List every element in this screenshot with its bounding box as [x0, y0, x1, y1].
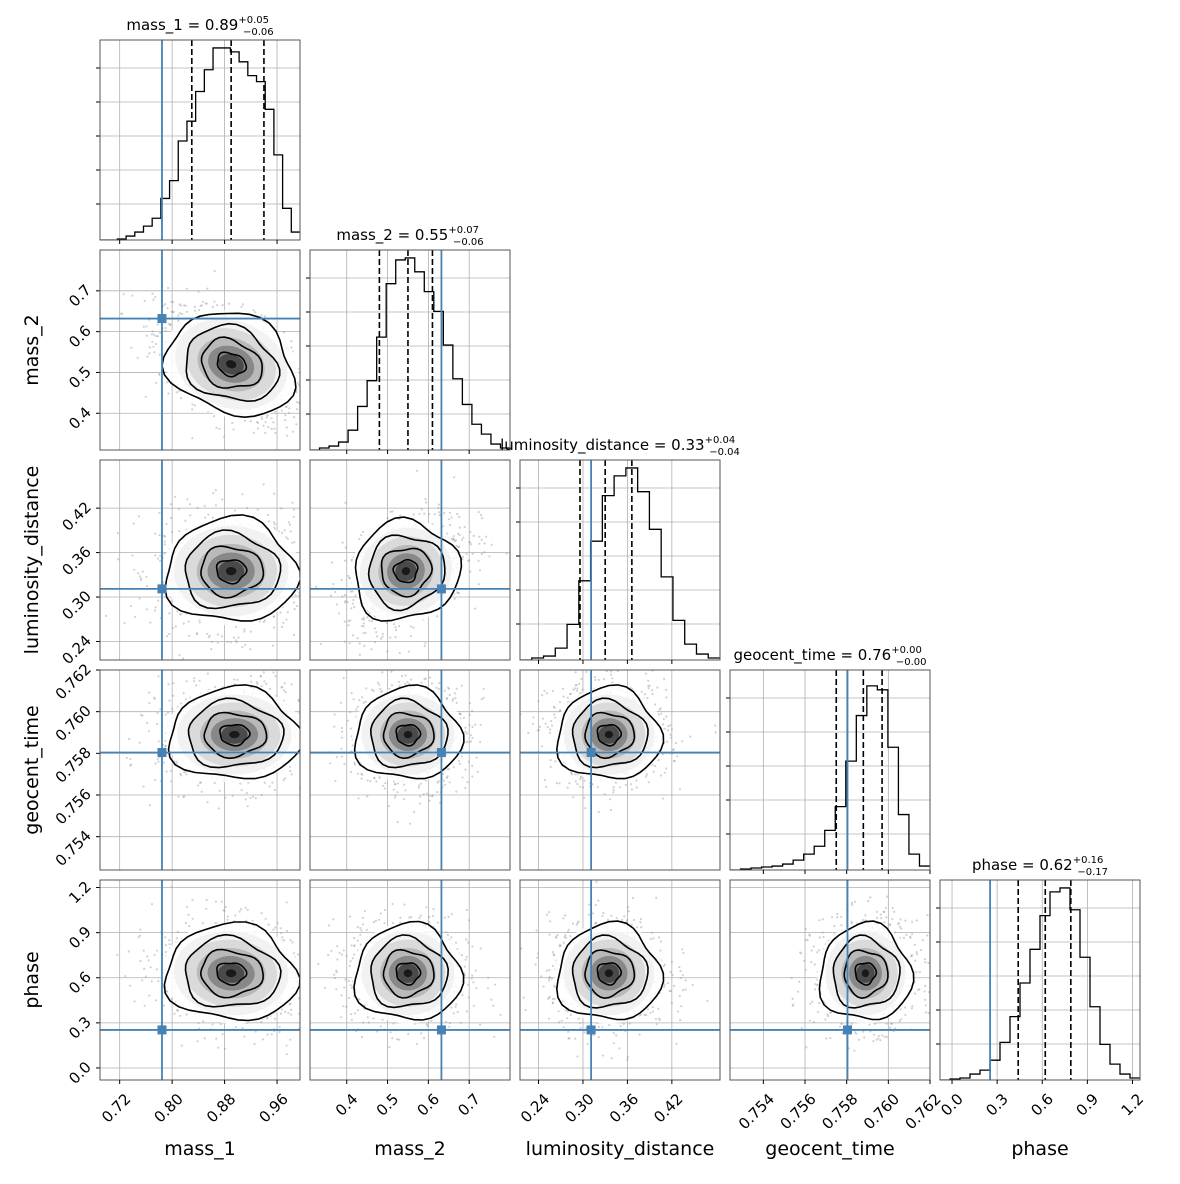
x-tick-label: 0.762 — [902, 1090, 945, 1133]
x-axis-label-luminosity_distance: luminosity_distance — [526, 1138, 715, 1160]
x-tick-label: 0.42 — [650, 1090, 686, 1126]
x-tick-label: 0.80 — [151, 1090, 187, 1126]
x-tick-label: 0.6 — [414, 1090, 444, 1120]
y-tick-label: 0.4 — [65, 403, 95, 433]
histogram-panel-luminosity_distance: luminosity_distance = 0.33+0.04−0.04 — [500, 435, 740, 664]
x-axis-label-mass_2: mass_2 — [374, 1138, 446, 1160]
truth-marker — [157, 748, 166, 757]
y-tick-label: 0.758 — [52, 743, 95, 786]
y-axis-label-geocent_time: geocent_time — [21, 705, 43, 834]
x-tick-label: 0.7 — [454, 1090, 484, 1120]
x-tick-label: 0.9 — [1073, 1090, 1103, 1120]
x-axis-label-phase: phase — [1011, 1138, 1068, 1160]
panel-frame — [310, 250, 510, 450]
histogram-panel-mass_2: mass_2 = 0.55+0.07−0.06 — [306, 225, 510, 454]
y-tick-label: 0.42 — [58, 498, 94, 534]
y-tick-label: 0.6 — [65, 322, 95, 352]
truth-marker — [587, 748, 596, 757]
panel-frame — [520, 460, 720, 660]
density-level-6 — [229, 731, 239, 738]
y-tick-label: 0.754 — [52, 827, 95, 870]
histogram-panel-phase: phase = 0.62+0.16−0.17 0.0 0.3 0.6 0.9 1.2 — [936, 855, 1147, 1120]
histogram-panel-mass_1: mass_1 = 0.89+0.05−0.06 — [96, 15, 300, 244]
density-level-6 — [605, 969, 613, 977]
x-tick-label: 0.24 — [517, 1090, 553, 1126]
scatter-panel-mass_1-vs-phase: 0.0 0.3 0.6 0.9 1.2 0.72 0.80 0.88 0.96 — [65, 860, 357, 1127]
scatter-panel-mass_2-vs-luminosity_distance — [302, 460, 510, 667]
x-tick-label: 1.2 — [1118, 1090, 1148, 1120]
panel-title-geocent_time: geocent_time = 0.76+0.00−0.00 — [734, 645, 927, 668]
y-tick-label: 0.756 — [52, 785, 95, 828]
truth-marker — [437, 748, 446, 757]
x-axis-label-geocent_time: geocent_time — [765, 1138, 894, 1160]
x-tick-label: 0.760 — [860, 1090, 903, 1133]
x-tick-label: 0.0 — [937, 1090, 967, 1120]
density-level-6 — [862, 969, 869, 977]
scatter-panel-mass_2-vs-phase: 0.4 0.5 0.6 0.7 — [304, 880, 510, 1120]
y-tick-label: 0.3 — [65, 1013, 95, 1043]
histogram-step-luminosity_distance — [520, 468, 720, 660]
x-tick-label: 0.36 — [606, 1090, 642, 1126]
y-tick-label: 1.2 — [65, 878, 95, 908]
truth-marker — [157, 314, 166, 323]
density-level-6 — [605, 731, 613, 738]
histogram-step-phase — [940, 888, 1140, 1080]
x-tick-label: 0.4 — [332, 1090, 362, 1120]
panel-title-mass_2: mass_2 = 0.55+0.07−0.06 — [336, 225, 483, 248]
truth-marker — [587, 1025, 596, 1034]
histogram-step-mass_1 — [100, 48, 300, 240]
panel-frame — [730, 670, 930, 870]
panel-title-mass_1: mass_1 = 0.89+0.05−0.06 — [126, 15, 273, 38]
x-tick-label: 0.30 — [561, 1090, 597, 1126]
panel-title-luminosity_distance: luminosity_distance = 0.33+0.04−0.04 — [500, 435, 740, 458]
panel-title-phase: phase = 0.62+0.16−0.17 — [972, 855, 1108, 878]
y-tick-label: 0.9 — [65, 923, 95, 953]
x-tick-label: 0.96 — [255, 1090, 291, 1126]
truth-marker — [437, 1025, 446, 1034]
x-tick-label: 0.3 — [982, 1090, 1012, 1120]
x-tick-label: 0.88 — [203, 1090, 239, 1126]
truth-marker — [157, 584, 166, 593]
y-axis-label-mass_2: mass_2 — [21, 314, 43, 386]
histogram-panel-geocent_time: geocent_time = 0.76+0.00−0.00 — [726, 645, 930, 874]
y-tick-label: 0.6 — [65, 968, 95, 998]
scatter-panel-mass_1-vs-luminosity_distance: 0.24 0.30 0.36 0.42 — [58, 460, 344, 668]
y-tick-label: 0.36 — [58, 543, 94, 579]
x-tick-label: 0.756 — [777, 1090, 820, 1133]
x-tick-label: 0.6 — [1027, 1090, 1057, 1120]
histogram-step-mass_2 — [310, 258, 510, 450]
y-tick-label: 0.30 — [58, 587, 94, 623]
histogram-step-geocent_time — [730, 686, 930, 870]
panel-frame — [100, 40, 300, 240]
scatter-panel-mass_2-vs-geocent_time — [310, 654, 510, 871]
scatter-panel-mass_1-vs-mass_2: 0.4 0.5 0.6 0.7 — [65, 250, 351, 467]
x-tick-label: 0.5 — [373, 1090, 403, 1120]
truth-marker — [437, 584, 446, 593]
scatter-panel-luminosity_distance-vs-geocent_time — [515, 646, 720, 870]
y-tick-label: 0.0 — [65, 1058, 95, 1088]
truth-marker — [157, 1025, 166, 1034]
y-tick-label: 0.760 — [52, 702, 95, 745]
y-tick-label: 0.5 — [65, 363, 95, 393]
x-axis-label-mass_1: mass_1 — [164, 1138, 236, 1160]
density-level-6 — [226, 567, 236, 575]
y-axis-label-luminosity_distance: luminosity_distance — [21, 466, 43, 655]
x-tick-label: 0.754 — [735, 1090, 778, 1133]
x-tick-label: 0.758 — [818, 1090, 861, 1133]
y-tick-label: 0.24 — [58, 632, 94, 668]
truth-marker — [843, 1025, 852, 1034]
y-tick-label: 0.762 — [52, 660, 95, 703]
x-tick-label: 0.72 — [98, 1090, 134, 1126]
y-tick-label: 0.7 — [65, 281, 95, 311]
y-axis-label-phase: phase — [21, 951, 43, 1008]
density-level-6 — [404, 731, 412, 738]
